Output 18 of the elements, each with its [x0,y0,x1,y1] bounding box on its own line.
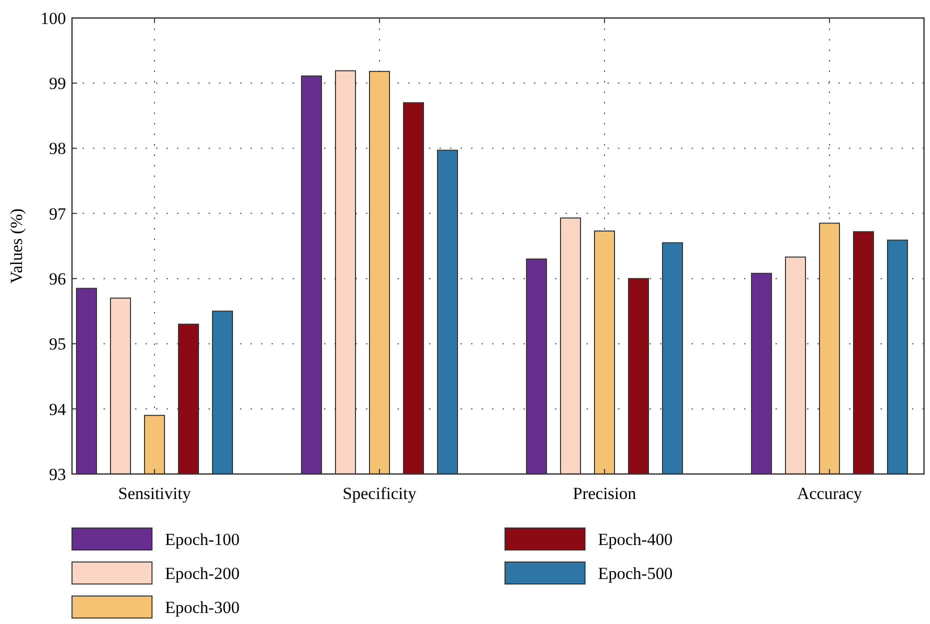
y-tick-label: 97 [49,204,66,224]
legend-label: Epoch-300 [165,598,240,617]
y-axis-title: Values (%) [7,208,26,284]
legend-label: Epoch-400 [598,530,673,549]
x-tick-label: Sensitivity [118,484,192,503]
y-tick-label: 95 [49,334,66,354]
legend-label: Epoch-500 [598,564,673,583]
legend-label: Epoch-100 [165,530,240,549]
legend-label: Epoch-200 [165,564,240,583]
y-tick-label: 99 [49,74,66,94]
y-tick-label: 98 [49,139,66,158]
x-tick-label: Accuracy [796,484,863,503]
x-tick-label: Specificity [342,484,417,503]
x-tick-label: Precision [572,484,637,503]
y-tick-label: 100 [40,8,66,28]
y-tick-label: 94 [49,400,66,419]
y-tick-label: 96 [49,270,66,289]
y-tick-label: 93 [49,464,66,484]
